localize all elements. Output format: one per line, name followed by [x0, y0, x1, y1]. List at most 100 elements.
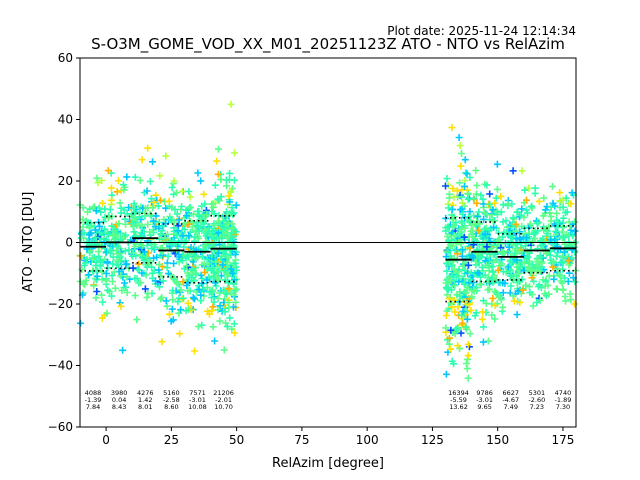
scatter-point: [559, 203, 567, 211]
scatter-point: [519, 286, 527, 294]
scatter-point: [504, 200, 512, 208]
scatter-point: [554, 223, 562, 231]
scatter-point: [453, 187, 461, 195]
scatter-point: [214, 195, 222, 203]
scatter-point: [185, 220, 193, 228]
scatter-point: [463, 360, 470, 367]
scatter-point: [212, 258, 220, 266]
scatter-point: [210, 298, 218, 306]
scatter-point: [518, 275, 526, 283]
scatter-point: [140, 256, 148, 264]
scatter-point: [222, 250, 230, 258]
scatter-point: [461, 177, 469, 184]
scatter-point: [523, 196, 530, 204]
scatter-point: [482, 299, 490, 307]
scatter-point: [461, 182, 468, 190]
scatter-point: [476, 280, 484, 288]
scatter-point: [166, 213, 174, 220]
scatter-point: [82, 276, 90, 284]
scatter-point: [209, 286, 216, 294]
scatter-point: [167, 216, 175, 224]
scatter-point: [485, 285, 493, 293]
scatter-point: [137, 279, 145, 287]
scatter-point: [123, 273, 131, 281]
scatter-point: [475, 270, 483, 278]
scatter-point: [179, 294, 187, 302]
scatter-point: [515, 270, 523, 277]
scatter-point: [131, 292, 139, 300]
scatter-point: [116, 199, 124, 207]
scatter-point: [164, 252, 172, 260]
scatter-point: [549, 257, 557, 265]
scatter-point: [198, 280, 206, 287]
scatter-point: [490, 271, 498, 279]
scatter-point: [527, 267, 535, 275]
bin-annotation-count: 6627: [502, 389, 519, 397]
scatter-point: [468, 230, 476, 238]
scatter-point: [551, 202, 559, 210]
scatter-point: [224, 299, 232, 306]
scatter-point: [493, 160, 501, 168]
scatter-point: [545, 223, 553, 231]
scatter-point: [174, 298, 182, 306]
scatter-point: [533, 220, 541, 227]
scatter-point: [458, 150, 465, 157]
scatter-point: [495, 229, 503, 237]
scatter-point: [461, 298, 469, 306]
scatter-point: [483, 243, 491, 251]
scatter-point: [533, 298, 541, 306]
scatter-point: [133, 316, 141, 324]
scatter-point: [480, 323, 487, 331]
scatter-point: [211, 181, 219, 189]
scatter-point: [96, 229, 104, 236]
scatter-point: [102, 248, 110, 256]
scatter-point: [209, 240, 217, 248]
scatter-point: [178, 203, 186, 210]
scatter-point: [146, 210, 154, 218]
scatter-point: [497, 208, 505, 216]
scatter-point: [122, 220, 129, 228]
scatter-point: [144, 220, 152, 228]
scatter-point: [184, 287, 192, 295]
scatter-point: [478, 263, 486, 271]
bin-annotation-std: 7.23: [530, 403, 544, 411]
scatter-point: [547, 203, 555, 211]
scatter-point: [170, 260, 178, 267]
scatter-point: [92, 294, 100, 302]
scatter-point: [214, 267, 222, 275]
scatter-point: [446, 334, 453, 342]
scatter-point: [530, 231, 538, 238]
scatter-point: [138, 242, 146, 250]
scatter-point: [469, 227, 477, 235]
scatter-point: [446, 345, 454, 353]
scatter-point: [122, 283, 130, 291]
scatter-point: [173, 279, 181, 287]
scatter-point: [456, 292, 464, 300]
scatter-point: [83, 255, 91, 263]
scatter-point: [227, 187, 235, 195]
scatter-point: [92, 226, 99, 234]
scatter-point: [558, 259, 566, 267]
bin-annotation-count: 4740: [555, 389, 572, 397]
scatter-point: [167, 317, 175, 325]
scatter-point: [125, 246, 133, 254]
bin-annotation-count: 16394: [448, 389, 469, 397]
scatter-point: [231, 329, 239, 337]
scatter-point: [108, 222, 116, 230]
scatter-point: [77, 252, 85, 260]
scatter-point: [533, 265, 541, 273]
scatter-point: [542, 277, 550, 285]
x-tick-label: 50: [229, 433, 244, 447]
scatter-point: [448, 303, 456, 311]
scatter-point: [104, 286, 112, 294]
scatter-point: [231, 287, 239, 295]
scatter-point: [218, 234, 226, 242]
scatter-point: [214, 295, 222, 302]
x-tick-label: 150: [486, 433, 509, 447]
scatter-point: [129, 223, 137, 231]
scatter-point: [473, 181, 481, 189]
scatter-point: [230, 320, 238, 328]
scatter-point: [173, 231, 180, 239]
scatter-point: [149, 158, 156, 166]
scatter-point: [479, 338, 487, 346]
